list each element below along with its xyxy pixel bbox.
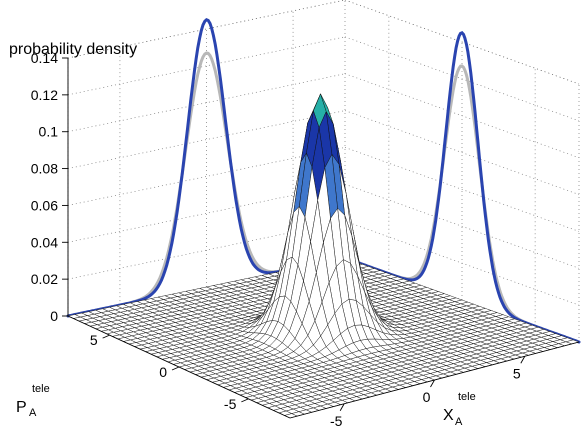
- x-tick-label: 5: [513, 365, 521, 381]
- x-tick: [520, 356, 526, 364]
- p-tick: [102, 334, 110, 339]
- grid-line: [344, 110, 580, 195]
- grid-line: [344, 0, 580, 85]
- z-axis-label: probability density: [9, 41, 137, 58]
- grid-line: [344, 36, 580, 122]
- p-tick-label: 5: [90, 332, 98, 348]
- z-tick-label: 0.1: [39, 124, 59, 140]
- surface-mesh: [67, 93, 580, 419]
- p-tick: [171, 366, 180, 371]
- z-tick-label: 0.12: [31, 87, 58, 103]
- z-tick-label: 0.04: [31, 234, 58, 250]
- x-tick-label: -5: [330, 413, 343, 429]
- p-axis-label: P A tele: [16, 383, 50, 419]
- p-axis-label-sup: tele: [32, 383, 50, 395]
- z-tick-label: 0: [50, 308, 58, 324]
- x-axis-label: X A tele: [443, 391, 476, 428]
- z-tick-label: 0.14: [31, 50, 58, 66]
- x-tick: [430, 379, 435, 388]
- p-axis-label-sub: A: [29, 407, 37, 419]
- x-tick: [339, 403, 345, 411]
- x-tick-label: 0: [423, 389, 431, 405]
- grid-line: [344, 183, 580, 269]
- p-tick: [241, 398, 249, 403]
- z-tick-label: 0.06: [31, 197, 58, 213]
- z-tick-label: 0.08: [31, 161, 58, 177]
- p-tick-label: -5: [224, 396, 237, 412]
- z-tick-label: 0.02: [31, 271, 58, 287]
- axes: 0 0.02 0.04 0.06 0.08 0.1 0.12 0.14 5 0 -5 -5 0 5: [31, 50, 580, 429]
- grid-line: [344, 147, 580, 232]
- p-axis-label-main: P: [16, 399, 27, 416]
- x-axis-label-sup: tele: [458, 391, 476, 403]
- p-tick-label: 0: [159, 364, 167, 380]
- x-axis-label-main: X: [443, 407, 454, 424]
- x-axis-label-sub: A: [455, 416, 463, 428]
